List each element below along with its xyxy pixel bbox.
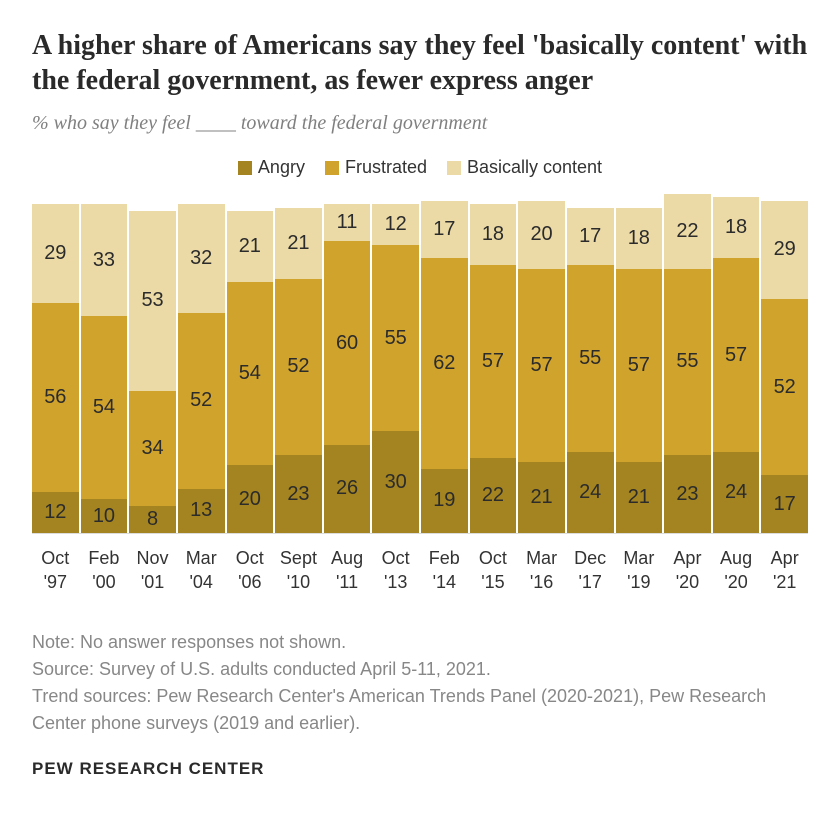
bar-column: 185722 [470,194,517,533]
chart-notes: Note: No answer responses not shown. Sou… [32,629,808,737]
note-line: Note: No answer responses not shown. [32,629,808,656]
x-axis-label: Mar'16 [518,540,565,595]
bar-segment-angry: 21 [518,462,565,533]
chart-subtitle: % who say they feel ____ toward the fede… [32,112,808,135]
bar-column: 295217 [761,194,808,533]
x-axis-label: Sept'10 [275,540,322,595]
bar-column: 215420 [227,194,274,533]
bar-column: 325213 [178,194,225,533]
bar-segment-content: 18 [713,197,760,258]
bar-segment-content: 21 [275,208,322,279]
x-axis-label: Oct'06 [227,540,274,595]
bar-segment-frustrated: 57 [713,258,760,451]
bar-segment-angry: 30 [372,431,419,533]
bar-segment-angry: 23 [664,455,711,533]
x-axis-label: Feb'00 [81,540,128,595]
bar-column: 175524 [567,194,614,533]
x-axis-label: Apr'21 [761,540,808,595]
bar-segment-angry: 20 [227,465,274,533]
x-axis: Oct'97Feb'00Nov'01Mar'04Oct'06Sept'10Aug… [32,540,808,595]
x-axis-label: Dec'17 [567,540,614,595]
legend-item-frustrated: Frustrated [325,157,427,178]
x-axis-label: Oct'13 [372,540,419,595]
bar-segment-angry: 19 [421,469,468,533]
bar-segment-content: 22 [664,194,711,269]
bar-segment-frustrated: 55 [567,265,614,451]
bar-segment-content: 12 [372,204,419,245]
bar-segment-angry: 8 [129,506,176,533]
bar-segment-content: 11 [324,204,371,241]
bar-segment-angry: 22 [470,458,517,533]
bar-column: 185721 [616,194,663,533]
legend-swatch-frustrated [325,161,339,175]
bar-segment-angry: 23 [275,455,322,533]
bar-segment-angry: 13 [178,489,225,533]
bar-segment-content: 20 [518,201,565,269]
bar-segment-frustrated: 54 [227,282,274,465]
bar-column: 205721 [518,194,565,533]
bar-segment-frustrated: 62 [421,258,468,468]
note-line: Source: Survey of U.S. adults conducted … [32,656,808,683]
bar-segment-frustrated: 55 [372,245,419,431]
bar-segment-angry: 26 [324,445,371,533]
bar-segment-frustrated: 57 [470,265,517,458]
stacked-bar-chart: 2956123354105334832521321542021522311602… [32,194,808,534]
bar-segment-frustrated: 57 [518,269,565,462]
note-line: Trend sources: Pew Research Center's Ame… [32,683,808,737]
x-axis-label: Oct'97 [32,540,79,595]
bar-segment-frustrated: 34 [129,391,176,506]
legend-label-angry: Angry [258,157,305,178]
bar-segment-frustrated: 52 [761,299,808,475]
bar-column: 185724 [713,194,760,533]
bar-segment-content: 21 [227,211,274,282]
source-attribution: PEW RESEARCH CENTER [32,759,808,779]
x-axis-label: Mar'19 [616,540,663,595]
bar-segment-content: 17 [567,208,614,266]
x-axis-label: Aug'20 [713,540,760,595]
x-axis-label: Oct'15 [470,540,517,595]
legend-item-angry: Angry [238,157,305,178]
bar-segment-angry: 24 [567,452,614,533]
bar-segment-frustrated: 54 [81,316,128,499]
bar-segment-frustrated: 60 [324,241,371,444]
bar-column: 176219 [421,194,468,533]
bar-column: 295612 [32,194,79,533]
legend-swatch-angry [238,161,252,175]
bar-segment-angry: 24 [713,452,760,533]
bar-segment-content: 32 [178,204,225,312]
legend-label-frustrated: Frustrated [345,157,427,178]
legend-item-content: Basically content [447,157,602,178]
bar-column: 125530 [372,194,419,533]
bar-segment-angry: 10 [81,499,128,533]
x-axis-label: Apr'20 [664,540,711,595]
bar-segment-angry: 12 [32,492,79,533]
x-axis-label: Aug'11 [324,540,371,595]
bar-segment-angry: 21 [616,462,663,533]
x-axis-label: Nov'01 [129,540,176,595]
bar-column: 215223 [275,194,322,533]
bar-segment-content: 18 [616,208,663,269]
bar-segment-frustrated: 52 [275,279,322,455]
bar-segment-content: 29 [32,204,79,302]
bar-segment-frustrated: 55 [664,269,711,455]
bar-column: 53348 [129,194,176,533]
bar-segment-content: 33 [81,204,128,316]
x-axis-label: Mar'04 [178,540,225,595]
bar-segment-content: 17 [421,201,468,259]
bar-segment-content: 18 [470,204,517,265]
bar-segment-frustrated: 52 [178,313,225,489]
legend: Angry Frustrated Basically content [32,157,808,178]
legend-swatch-content [447,161,461,175]
bar-segment-frustrated: 57 [616,269,663,462]
bar-segment-angry: 17 [761,475,808,533]
bar-segment-content: 53 [129,211,176,391]
bar-segment-frustrated: 56 [32,303,79,493]
chart-title: A higher share of Americans say they fee… [32,28,808,98]
x-axis-label: Feb'14 [421,540,468,595]
bar-column: 335410 [81,194,128,533]
bar-column: 116026 [324,194,371,533]
legend-label-content: Basically content [467,157,602,178]
bar-column: 225523 [664,194,711,533]
bar-segment-content: 29 [761,201,808,299]
